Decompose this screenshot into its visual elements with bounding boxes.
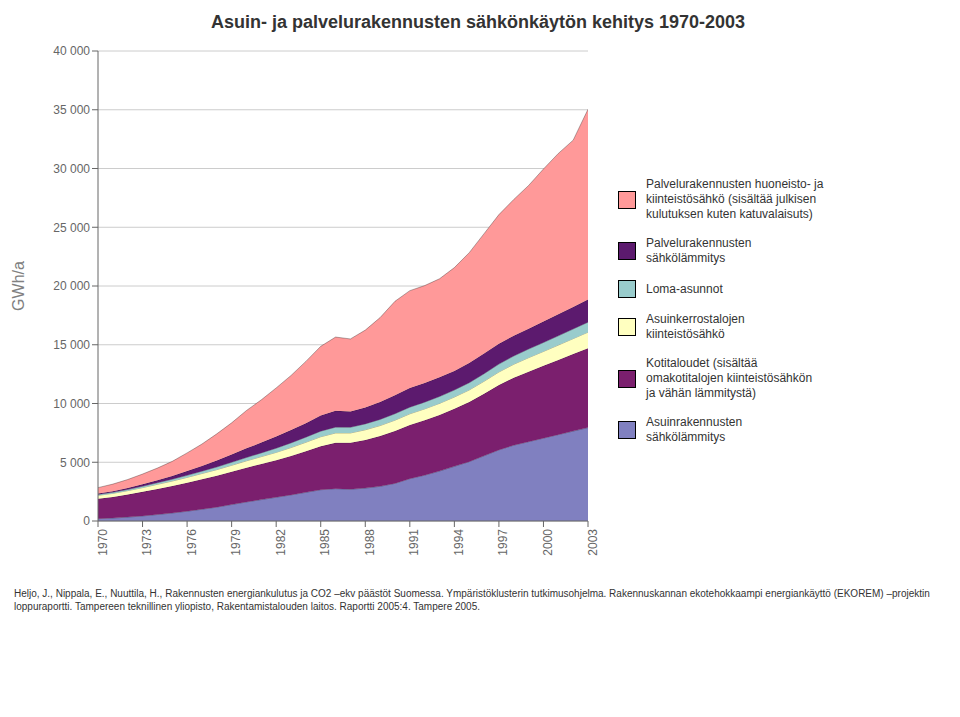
svg-text:GWh/a: GWh/a xyxy=(10,261,27,311)
html-text:ja vähän lämmitystä): ja vähän lämmitystä) xyxy=(646,386,756,400)
svg-text:30 000: 30 000 xyxy=(53,162,90,176)
html-text:Palvelurakennusten: Palvelurakennusten xyxy=(646,236,752,250)
svg-text:40 000: 40 000 xyxy=(53,44,90,58)
html-text:kulutuksen kuten katuvalaisuts: kulutuksen kuten katuvalaisuts) xyxy=(646,207,813,221)
html-text:omakotitalojen kiinteistösähkö: omakotitalojen kiinteistösähkön xyxy=(646,371,813,385)
svg-text:25 000: 25 000 xyxy=(53,221,90,235)
svg-text:1985: 1985 xyxy=(318,529,332,556)
svg-text:15 000: 15 000 xyxy=(53,338,90,352)
html-text:Asuinrakennusten: Asuinrakennusten xyxy=(646,415,743,429)
html-text:Kotitaloudet (sisältää: Kotitaloudet (sisältää xyxy=(646,356,758,370)
html-text:Asuin- ja palvelurakennusten s: Asuin- ja palvelurakennusten sähkönkäytö… xyxy=(210,12,746,32)
svg-text:20 000: 20 000 xyxy=(53,279,90,293)
html-text:Loma-asunnot: Loma-asunnot xyxy=(646,281,723,296)
svg-text:1979: 1979 xyxy=(229,529,243,556)
svg-text:2000: 2000 xyxy=(541,529,555,556)
html-text:sähkölämmitys: sähkölämmitys xyxy=(646,430,726,444)
html-text:Palvelurakennusten huoneisto-: Palvelurakennusten huoneisto- ja xyxy=(646,177,824,191)
svg-text:0: 0 xyxy=(83,514,90,528)
svg-text:5 000: 5 000 xyxy=(60,456,90,470)
svg-text:1991: 1991 xyxy=(407,529,421,556)
svg-text:1970: 1970 xyxy=(96,529,110,556)
svg-text:1997: 1997 xyxy=(496,529,510,556)
svg-text:1973: 1973 xyxy=(140,529,154,556)
html-text:sähkölämmitys: sähkölämmitys xyxy=(646,251,726,265)
svg-text:1976: 1976 xyxy=(185,529,199,556)
html-text:kiinteistösähkö: kiinteistösähkö xyxy=(646,327,725,341)
svg-text:35 000: 35 000 xyxy=(53,103,90,117)
svg-text:2003: 2003 xyxy=(586,529,600,556)
svg-text:1982: 1982 xyxy=(274,529,288,556)
html-text:Asuinkerrostalojen: Asuinkerrostalojen xyxy=(646,312,745,326)
svg-text:1988: 1988 xyxy=(363,529,377,556)
svg-text:10 000: 10 000 xyxy=(53,397,90,411)
svg-text:1994: 1994 xyxy=(452,529,466,556)
html-text:Heljo, J., Nippala, E., Nuutti: Heljo, J., Nippala, E., Nuuttila, H., Ra… xyxy=(14,588,930,612)
html-text:kiinteistösähkö (sisältää julk: kiinteistösähkö (sisältää julkisen xyxy=(646,192,817,206)
